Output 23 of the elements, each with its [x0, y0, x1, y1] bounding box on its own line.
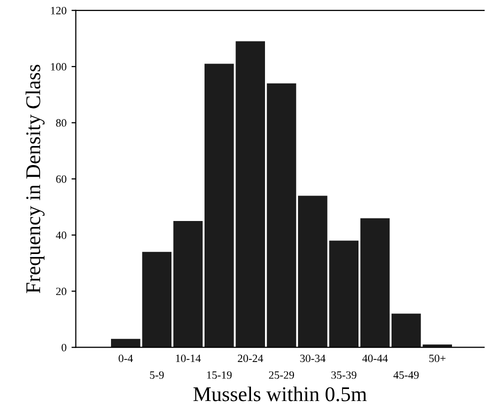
- x-tick-label: 45-49: [393, 371, 419, 379]
- x-tick-label: 35-39: [331, 371, 356, 379]
- x-tick-label: 30-34: [300, 354, 326, 362]
- x-tick-label: 5-9: [150, 371, 164, 379]
- x-axis-title: Mussels within 0.5m: [193, 386, 367, 402]
- x-tick-label: 25-29: [269, 371, 294, 379]
- bar: [266, 83, 296, 348]
- y-tick-label: 20: [56, 288, 66, 296]
- x-tick-label: 0-4: [118, 354, 133, 362]
- bar: [173, 221, 203, 348]
- x-tick-label: 15-19: [207, 371, 232, 379]
- bar: [360, 218, 390, 348]
- y-tick-label: 80: [56, 119, 66, 127]
- x-tick-label: 10-14: [176, 354, 201, 362]
- x-tick-label: 50+: [429, 354, 446, 362]
- y-tick-label: 100: [51, 63, 66, 71]
- y-tick-label: 40: [56, 232, 66, 240]
- y-axis-title: Frequency in Density Class: [26, 64, 45, 294]
- x-tick-label: 40-44: [362, 354, 388, 362]
- y-tick-label: 120: [51, 6, 66, 14]
- y-tick-label: 0: [62, 344, 66, 352]
- y-tick-label: 60: [56, 175, 66, 183]
- x-tick-label: 20-24: [238, 354, 264, 362]
